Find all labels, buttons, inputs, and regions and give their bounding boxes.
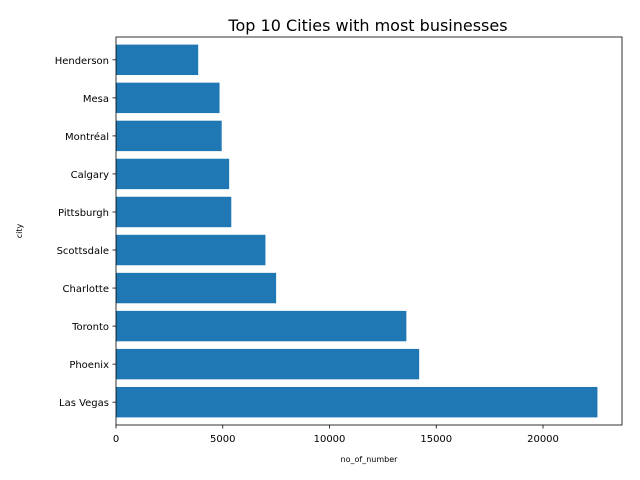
- y-tick-label: Mesa: [83, 94, 109, 105]
- x-tick-label: 5000: [210, 434, 235, 445]
- x-tick-label: 20000: [527, 434, 559, 445]
- x-tick-label: 10000: [314, 434, 346, 445]
- x-tick-label: 15000: [420, 434, 452, 445]
- y-tick-label: Scottsdale: [57, 246, 109, 257]
- y-tick-label: Las Vegas: [59, 398, 109, 409]
- bar-henderson: [116, 44, 199, 76]
- y-tick-label: Charlotte: [63, 284, 109, 295]
- chart-title: Top 10 Cities with most businesses: [227, 16, 507, 35]
- y-tick-label: Toronto: [71, 322, 109, 333]
- y-tick-label: Phoenix: [69, 360, 109, 371]
- y-tick-label: Pittsburgh: [58, 208, 109, 219]
- y-axis-label: city: [15, 223, 24, 238]
- axes-frame: [115, 36, 623, 426]
- y-tick-label: Calgary: [71, 170, 109, 181]
- bar-pittsburgh: [116, 196, 232, 228]
- bars-group: [116, 44, 598, 418]
- bar-las-vegas: [116, 386, 598, 418]
- y-tick-label: Henderson: [55, 56, 109, 67]
- bar-calgary: [116, 158, 230, 190]
- bar-montr-al: [116, 120, 222, 152]
- bar-phoenix: [116, 348, 420, 380]
- bar-charlotte: [116, 272, 277, 304]
- x-tick-label: 0: [113, 434, 119, 445]
- bar-toronto: [116, 310, 407, 342]
- y-tick-label: Montréal: [65, 131, 109, 143]
- x-axis-label: no_of_number: [341, 455, 399, 464]
- x-axis-ticks: 0 5000 10000 15000 20000: [113, 425, 559, 445]
- y-axis-ticks: Las Vegas Phoenix Toronto Charlotte Scottsda…: [55, 56, 116, 409]
- bar-mesa: [116, 82, 220, 114]
- bar-scottsdale: [116, 234, 266, 266]
